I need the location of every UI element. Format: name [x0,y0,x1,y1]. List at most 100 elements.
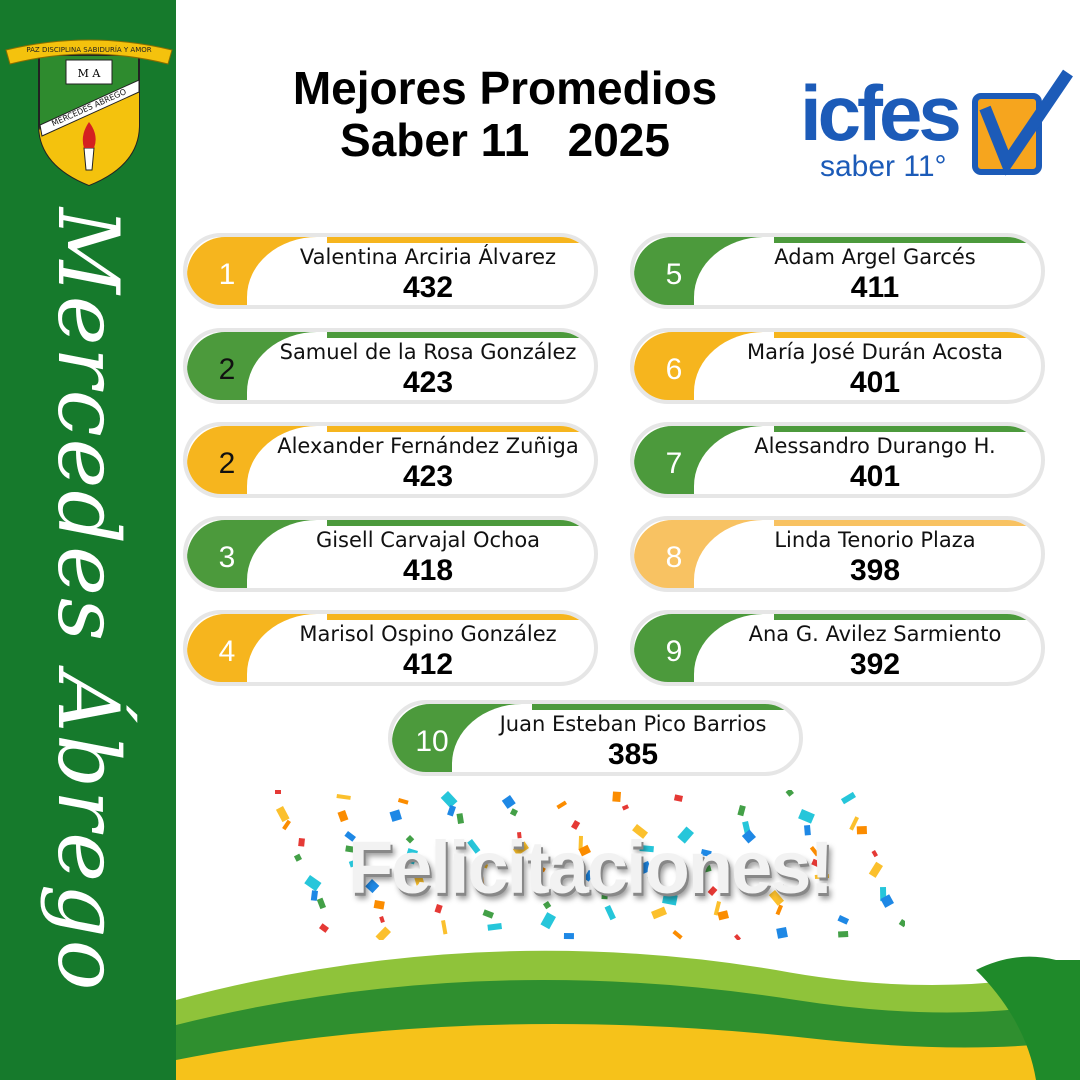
confetti-piece [760,870,767,876]
student-score: 432 [402,271,454,304]
confetti-piece [298,838,305,847]
card-accent [694,426,1041,432]
confetti-piece [638,861,652,875]
student-score: 423 [402,366,454,399]
confetti-piece [397,798,409,805]
confetti-piece [512,841,529,856]
card-accent [694,614,1041,620]
rank-number: 5 [665,258,683,291]
rank-badge [634,237,774,305]
confetti-piece [379,916,385,923]
confetti-piece [785,790,794,797]
crest-motto: PAZ DISCIPLINA SABIDURÍA Y AMOR [26,45,151,54]
checkmark-icon [979,69,1073,176]
confetti-piece [540,912,556,930]
confetti-piece [672,930,683,940]
rank-number: 4 [218,635,236,668]
student-card: 9 Ana G. Avilez Sarmiento 392 [630,610,1045,686]
confetti-piece [741,829,757,844]
confetti-piece [487,923,502,931]
student-name: Samuel de la Rosa González [279,340,577,364]
confetti-piece [337,810,349,823]
confetti-piece [604,905,616,921]
confetti-piece [814,874,829,879]
student-score: 418 [402,554,454,587]
confetti-piece [404,848,418,865]
rank-number: 9 [665,635,683,668]
confetti-piece [365,879,380,894]
confetti-piece [483,888,491,896]
rank-badge [392,704,532,772]
confetti-piece [434,904,443,914]
student-name: Ana G. Avilez Sarmiento [748,622,1002,646]
confetti-piece [282,819,291,831]
student-card: 3 Gisell Carvajal Ochoa 418 [183,516,598,592]
icfes-sub: saber 11° [820,150,947,183]
school-crest-logo: MERCEDES ABREGO M A PAZ DISCIPLINA SABID… [5,39,173,187]
confetti-piece [840,791,856,805]
rank-badge [187,614,327,682]
student-score: 423 [402,460,454,493]
confetti-piece [837,914,850,925]
confetti-piece [542,901,552,910]
confetti-piece [405,835,415,844]
sidebar: MERCEDES ABREGO M A PAZ DISCIPLINA SABID… [0,0,176,1080]
student-name: Valentina Arciria Álvarez [299,245,557,269]
student-card: 6 María José Durán Acosta 401 [630,328,1045,404]
student-name: Marisol Ospino González [299,622,557,646]
confetti-piece [275,806,290,823]
student-score: 385 [607,738,659,771]
confetti-piece [856,826,868,835]
confetti-piece [578,835,584,850]
student-card: 4 Marisol Ospino González 412 [183,610,598,686]
student-card: 5 Adam Argel Garcés 411 [630,233,1045,309]
confetti-piece [473,860,489,869]
confetti-piece [621,804,629,811]
crest-initials: M A [78,67,102,80]
flag-waves-decoration [176,950,1080,1080]
rank-badge [634,426,774,494]
school-name-vertical: Mercedes Ábrego [39,207,137,993]
rank-number: 7 [665,447,683,480]
confetti-piece [768,890,784,906]
page-title: Mejores Promedios Saber 11 2025 [230,62,780,166]
student-card: 1 Valentina Arciria Álvarez 432 [183,233,598,309]
rank-number: 2 [218,447,236,480]
student-card: 2 Samuel de la Rosa González 423 [183,328,598,404]
rank-badge [187,426,327,494]
confetti-piece [798,809,815,824]
student-name: Alessandro Durango H. [754,434,996,458]
student-score: 392 [849,648,901,681]
card-accent [694,237,1041,243]
confetti-piece [348,857,364,868]
confetti-piece [700,865,712,874]
confetti-piece [482,909,494,919]
rank-number: 10 [415,725,449,758]
confetti-piece [737,805,746,817]
card-accent [694,520,1041,526]
rank-badge [187,520,327,588]
confetti-piece [583,869,595,882]
confetti-piece [838,931,849,938]
student-name: Linda Tenorio Plaza [774,528,976,552]
rank-number: 8 [665,541,683,574]
confetti-piece [373,900,385,910]
rank-badge [187,332,327,400]
confetti-piece [316,897,326,910]
student-score: 401 [849,460,901,493]
icfes-brand: icfes [800,69,959,157]
confetti-piece [535,864,546,873]
confetti-piece [662,893,678,906]
student-name: Alexander Fernández Zuñiga [277,434,579,458]
confetti-piece [389,809,402,822]
student-card: 7 Alessandro Durango H. 401 [630,422,1045,498]
congrats-banner: Felicitaciones! [275,790,905,940]
confetti-piece [475,876,485,888]
confetti-piece [871,850,878,858]
confetti-piece [344,831,356,842]
confetti-piece [868,861,883,878]
confetti-piece [713,901,721,916]
confetti-piece [776,927,788,939]
confetti-piece [578,844,592,857]
confetti-piece [647,873,656,882]
